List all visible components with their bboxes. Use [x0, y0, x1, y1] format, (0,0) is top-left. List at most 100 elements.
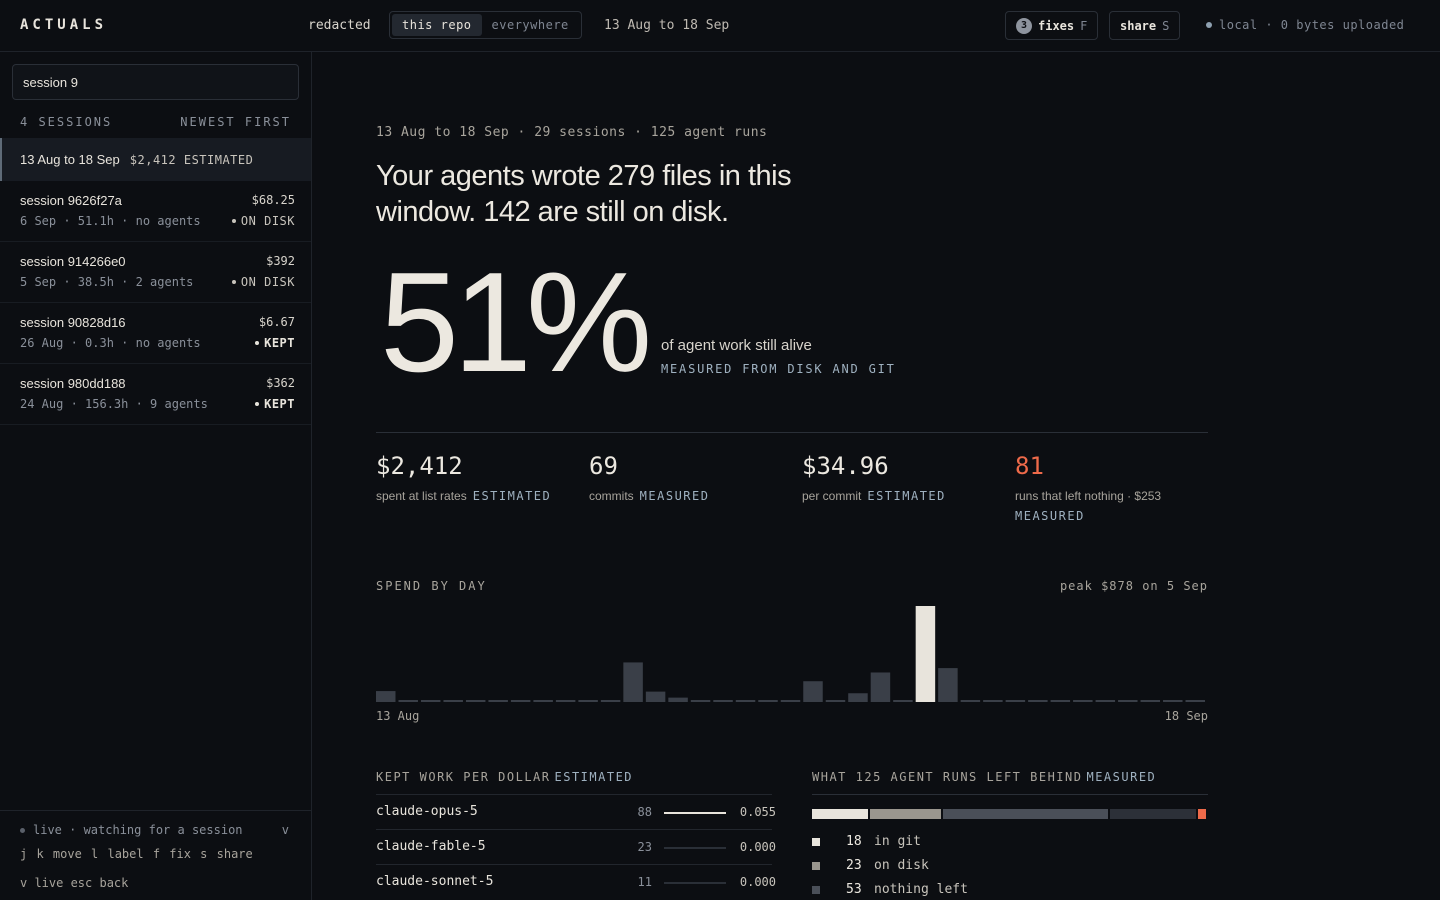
- spend-bar-28-aug[interactable]: [713, 700, 733, 702]
- session-item[interactable]: session 980dd188 $362 24 Aug · 156.3h · …: [0, 364, 311, 425]
- status-dot-icon: [231, 219, 236, 223]
- spend-bar-31-aug[interactable]: [780, 700, 801, 702]
- spend-bar-13-sep[interactable]: [1073, 700, 1093, 702]
- session-item[interactable]: session 9626f27a $68.25 6 Sep · 51.1h · …: [0, 181, 311, 242]
- spend-bar-16-aug[interactable]: [443, 700, 463, 702]
- spend-bar-20-aug[interactable]: [533, 700, 553, 702]
- legend-count: 23: [846, 858, 862, 873]
- stat-value: $34.96: [802, 452, 889, 480]
- legend-item: 53 nothing left: [812, 882, 968, 897]
- model-count: 88: [637, 805, 652, 819]
- status-dot-icon: [1206, 22, 1212, 28]
- scope-this-repo[interactable]: this repo: [392, 14, 482, 36]
- spend-bar-17-sep[interactable]: [1163, 700, 1183, 702]
- model-name: claude-opus-5: [376, 804, 478, 819]
- spend-bar-25-aug[interactable]: [645, 691, 666, 702]
- spend-bar-5-sep[interactable]: [893, 700, 913, 702]
- date-range[interactable]: 13 Aug to 18 Sep: [604, 18, 730, 33]
- session-meta: 24 Aug · 156.3h · 9 agents: [20, 397, 208, 411]
- spend-bar-18-aug[interactable]: [488, 700, 508, 702]
- stat-desc: commits: [589, 489, 634, 503]
- spend-bar-11-sep[interactable]: [1028, 700, 1048, 702]
- model-bar: [664, 812, 726, 814]
- keyboard-hints: j k move l label f fix s share: [20, 847, 253, 861]
- spend-bar-1-sep[interactable]: [803, 681, 823, 702]
- stat-value: 69: [589, 452, 618, 480]
- leftbehind-stacked-bar: [812, 809, 1208, 819]
- alive-source: MEASURED FROM DISK AND GIT: [661, 362, 896, 376]
- session-item[interactable]: session 914266e0 $392 5 Sep · 38.5h · 2 …: [0, 242, 311, 303]
- session-name: session 90828d16: [20, 315, 126, 330]
- spend-bar-27-aug[interactable]: [690, 700, 711, 702]
- spend-bar-26-aug[interactable]: [668, 697, 688, 702]
- spend-bar-29-aug[interactable]: [735, 700, 756, 702]
- model-row[interactable]: claude-opus-5 88 0.055: [376, 794, 776, 829]
- spend-bar-23-aug[interactable]: [600, 700, 621, 702]
- sidebar: 4 SESSIONS NEWEST FIRST 13 Aug to 18 Sep…: [0, 52, 312, 900]
- spend-bar-13-aug[interactable]: [376, 691, 396, 702]
- stat-desc: spent at list rates: [376, 489, 467, 503]
- spend-bar-6-sep[interactable]: [915, 606, 936, 702]
- session-name: session 914266e0: [20, 254, 126, 269]
- session-item[interactable]: session 90828d16 $6.67 26 Aug · 0.3h · n…: [0, 303, 311, 364]
- stat-desc: runs that left nothing · $253: [1015, 489, 1162, 503]
- legend-label: on disk: [874, 858, 929, 873]
- stat-desc: per commit: [802, 489, 862, 503]
- spend-bar-14-aug[interactable]: [398, 700, 418, 702]
- session-meta: 6 Sep · 51.1h · no agents: [20, 214, 201, 228]
- spend-chart-peak: peak $878 on 5 Sep: [1059, 579, 1208, 593]
- spend-bar-22-aug[interactable]: [578, 700, 598, 702]
- stack-segment-on-disk: [870, 809, 941, 819]
- session-status-text: KEPT: [264, 397, 295, 411]
- session-search-input[interactable]: [12, 64, 299, 100]
- session-cost: $6.67: [258, 315, 295, 329]
- model-ratio: 0.000: [739, 840, 776, 854]
- fixes-button[interactable]: 3 fixes F: [1005, 11, 1099, 40]
- spend-bar-3-sep[interactable]: [848, 693, 868, 702]
- session-item-all[interactable]: 13 Aug to 18 Sep $2,412 ESTIMATED: [0, 138, 311, 181]
- legend-swatch: [812, 837, 820, 846]
- stack-segment-flag: [1198, 809, 1206, 819]
- fixes-count-badge: 3: [1016, 17, 1032, 34]
- model-count: 11: [637, 875, 652, 889]
- spend-bar-19-aug[interactable]: [510, 700, 531, 702]
- redacted-mode-label[interactable]: redacted: [308, 18, 371, 33]
- spend-bar-15-aug[interactable]: [420, 700, 441, 702]
- top-bar: ACTUALS redacted this repo everywhere 13…: [0, 0, 1440, 52]
- spend-bar-8-sep[interactable]: [960, 700, 981, 702]
- summary-eyebrow: 13 Aug to 18 Sep · 29 sessions · 125 age…: [376, 125, 768, 140]
- spend-by-day-chart: [376, 606, 1205, 702]
- spend-bar-2-sep[interactable]: [825, 700, 846, 702]
- spend-bar-18-sep[interactable]: [1185, 700, 1205, 702]
- spend-bar-16-sep[interactable]: [1140, 700, 1161, 702]
- share-button[interactable]: share S: [1109, 11, 1181, 40]
- spend-bar-21-aug[interactable]: [555, 700, 576, 702]
- model-row[interactable]: claude-sonnet-5 11 0.000: [376, 864, 776, 899]
- stat-value: 81: [1015, 452, 1044, 480]
- session-cost: $362: [266, 376, 295, 390]
- leftbehind-section-title: WHAT 125 AGENT RUNS LEFT BEHIND MEASURED: [812, 770, 1156, 784]
- status-dot-icon: [231, 280, 236, 284]
- model-ratio: 0.055: [739, 805, 776, 819]
- live-dot-icon: [20, 827, 25, 833]
- legend-swatch: [812, 885, 820, 894]
- spend-bar-4-sep[interactable]: [870, 672, 891, 702]
- share-shortcut: S: [1162, 18, 1170, 33]
- spend-bar-17-aug[interactable]: [465, 700, 486, 702]
- spend-bar-7-sep[interactable]: [938, 668, 958, 702]
- spend-bar-14-sep[interactable]: [1095, 700, 1116, 702]
- model-row[interactable]: claude-fable-5 23 0.000: [376, 829, 776, 864]
- spend-bar-24-aug[interactable]: [623, 662, 643, 702]
- leftbehind-tag: MEASURED: [1086, 770, 1157, 784]
- scope-everywhere[interactable]: everywhere: [491, 18, 569, 32]
- session-status-text: ON DISK: [240, 214, 295, 228]
- spend-bar-30-aug[interactable]: [758, 700, 778, 702]
- spend-bar-15-sep[interactable]: [1118, 700, 1138, 702]
- sort-order[interactable]: NEWEST FIRST: [180, 115, 291, 129]
- live-toggle-key[interactable]: v: [281, 823, 289, 837]
- spend-bar-9-sep[interactable]: [983, 700, 1003, 702]
- spend-bar-12-sep[interactable]: [1050, 700, 1071, 702]
- spend-bar-10-sep[interactable]: [1005, 700, 1026, 702]
- brand-logo: ACTUALS: [20, 17, 108, 33]
- stack-segment-other: [1110, 809, 1196, 819]
